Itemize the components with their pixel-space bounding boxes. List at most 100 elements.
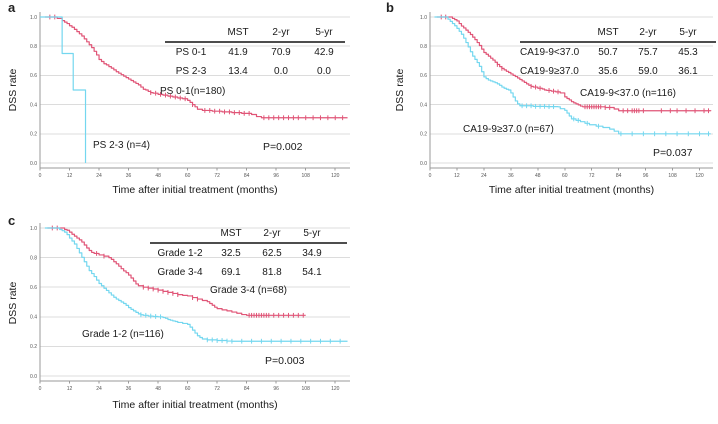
curve-label: CA19-9≥37.0 (n=67) (463, 124, 554, 135)
svg-text:0.0: 0.0 (30, 374, 37, 380)
row-label: PS 2-3 (175, 66, 207, 77)
col-header-2yr: 2-yr (272, 27, 290, 38)
col-header-mst: MST (227, 27, 249, 38)
svg-text:0.2: 0.2 (30, 344, 37, 350)
svg-text:96: 96 (643, 173, 649, 179)
svg-text:0.4: 0.4 (30, 315, 37, 321)
svg-text:12: 12 (67, 386, 73, 392)
table-row: Grade 1-2 32.5 62.5 34.9 (150, 244, 347, 263)
svg-text:0.6: 0.6 (30, 285, 37, 291)
svg-text:24: 24 (96, 386, 102, 392)
col-header-mst: MST (220, 228, 242, 239)
curve-label: Grade 3-4 (n=68) (210, 285, 287, 296)
mst-value: 50.7 (598, 47, 618, 58)
svg-text:84: 84 (244, 173, 250, 179)
table-corner (165, 24, 217, 41)
svg-text:0.8: 0.8 (420, 44, 427, 50)
p-value-label: P=0.037 (653, 147, 693, 159)
table-row: Grade 3-4 69.1 81.8 54.1 (150, 263, 347, 282)
stats-table-a: MST 2-yr 5-yr PS 0-1 41.9 70.9 42.9 PS 2… (165, 24, 345, 81)
2yr-value: 75.7 (638, 47, 658, 58)
svg-text:1.0: 1.0 (30, 15, 37, 21)
svg-text:0.2: 0.2 (30, 132, 37, 138)
svg-text:72: 72 (214, 173, 220, 179)
panel-letter-b: b (386, 0, 394, 15)
svg-text:60: 60 (185, 386, 191, 392)
svg-text:96: 96 (273, 386, 279, 392)
table-corner (520, 24, 588, 41)
table-rule (165, 41, 345, 43)
table-row: PS 2-3 13.4 0.0 0.0 (165, 62, 345, 81)
mst-value: 13.4 (228, 66, 248, 77)
mst-value: 41.9 (228, 47, 248, 58)
svg-text:96: 96 (273, 173, 279, 179)
svg-text:84: 84 (244, 386, 250, 392)
5yr-value: 45.3 (678, 47, 698, 58)
svg-text:120: 120 (695, 173, 704, 179)
svg-text:108: 108 (302, 386, 311, 392)
2yr-value: 62.5 (262, 248, 282, 259)
curve-label: CA19-9<37.0 (n=116) (580, 88, 676, 99)
svg-text:48: 48 (155, 173, 161, 179)
panel-letter-c: c (8, 213, 16, 228)
mst-value: 35.6 (598, 66, 618, 77)
p-value-label: P=0.003 (265, 355, 305, 367)
5yr-value: 36.1 (678, 66, 698, 77)
stats-table-b: MST 2-yr 5-yr CA19-9<37.0 50.7 75.7 45.3… (520, 24, 716, 81)
svg-text:108: 108 (302, 173, 311, 179)
svg-text:36: 36 (126, 173, 132, 179)
km-plot-b: 0 12 24 36 48 60 72 84 96 108 120 0.0 0.2 0.4 0.6 0.8 1.… (420, 12, 713, 179)
svg-text:60: 60 (185, 173, 191, 179)
col-header-2yr: 2-yr (263, 228, 281, 239)
svg-text:0.8: 0.8 (30, 44, 37, 50)
col-header-5yr: 5-yr (303, 228, 321, 239)
2yr-value: 70.9 (271, 47, 291, 58)
svg-text:120: 120 (331, 386, 340, 392)
svg-text:84: 84 (616, 173, 622, 179)
svg-text:12: 12 (67, 173, 73, 179)
svg-text:12: 12 (454, 173, 460, 179)
curve-label: PS 2-3 (n=4) (93, 140, 150, 151)
row-label: Grade 1-2 (157, 248, 203, 259)
svg-text:0.6: 0.6 (30, 73, 37, 79)
svg-text:24: 24 (96, 173, 102, 179)
svg-text:36: 36 (508, 173, 514, 179)
svg-text:0.8: 0.8 (30, 255, 37, 261)
table-row: CA19-9<37.0 50.7 75.7 45.3 (520, 43, 716, 62)
panel-b: b 0 12 24 36 48 60 72 84 96 108 120 0.0 0.2 0.4 0.6 0.8… (358, 0, 718, 211)
5yr-value: 42.9 (314, 47, 334, 58)
col-header-mst: MST (597, 27, 619, 38)
table-rule (520, 41, 716, 43)
panel-letter-a: a (8, 0, 16, 15)
table-corner (150, 225, 210, 242)
svg-text:0: 0 (429, 173, 432, 179)
svg-text:24: 24 (481, 173, 487, 179)
5yr-value: 34.9 (302, 248, 322, 259)
km-plot-a: 0 12 24 36 48 60 72 84 96 108 120 0.0 0.2 0.4 0.6 0.8 1.… (30, 12, 350, 179)
mst-value: 32.5 (221, 248, 241, 259)
svg-text:0: 0 (39, 386, 42, 392)
x-axis-title: Time after initial treatment (months) (112, 399, 278, 411)
2yr-value: 81.8 (262, 267, 282, 278)
5yr-value: 54.1 (302, 267, 322, 278)
panel-c: c 0 12 24 36 48 60 72 84 96 108 120 0.0 0.2 0.4 0.6 0.8… (0, 211, 358, 424)
svg-text:108: 108 (668, 173, 677, 179)
panel-a: a 0 12 24 36 48 60 72 84 96 108 120 0.0 0.2 0.4 0.6 0.8… (0, 0, 358, 211)
svg-text:36: 36 (126, 386, 132, 392)
x-axis-title: Time after initial treatment (months) (112, 184, 278, 196)
p-value-label: P=0.002 (263, 141, 303, 153)
y-axis-title: DSS rate (7, 281, 19, 325)
row-label: PS 0-1 (175, 47, 207, 58)
curve-label: Grade 1-2 (n=116) (82, 329, 164, 340)
svg-text:0.0: 0.0 (420, 161, 427, 167)
svg-text:120: 120 (331, 173, 340, 179)
y-axis-title: DSS rate (394, 68, 406, 112)
row-label: CA19-9<37.0 (520, 47, 580, 58)
curve-label: PS 0-1(n=180) (160, 86, 226, 97)
svg-text:0.2: 0.2 (420, 132, 427, 138)
row-label: CA19-9≥37.0 (520, 66, 579, 77)
col-header-5yr: 5-yr (679, 27, 697, 38)
svg-text:0.4: 0.4 (30, 102, 37, 108)
table-rule (150, 242, 347, 244)
col-header-5yr: 5-yr (315, 27, 333, 38)
